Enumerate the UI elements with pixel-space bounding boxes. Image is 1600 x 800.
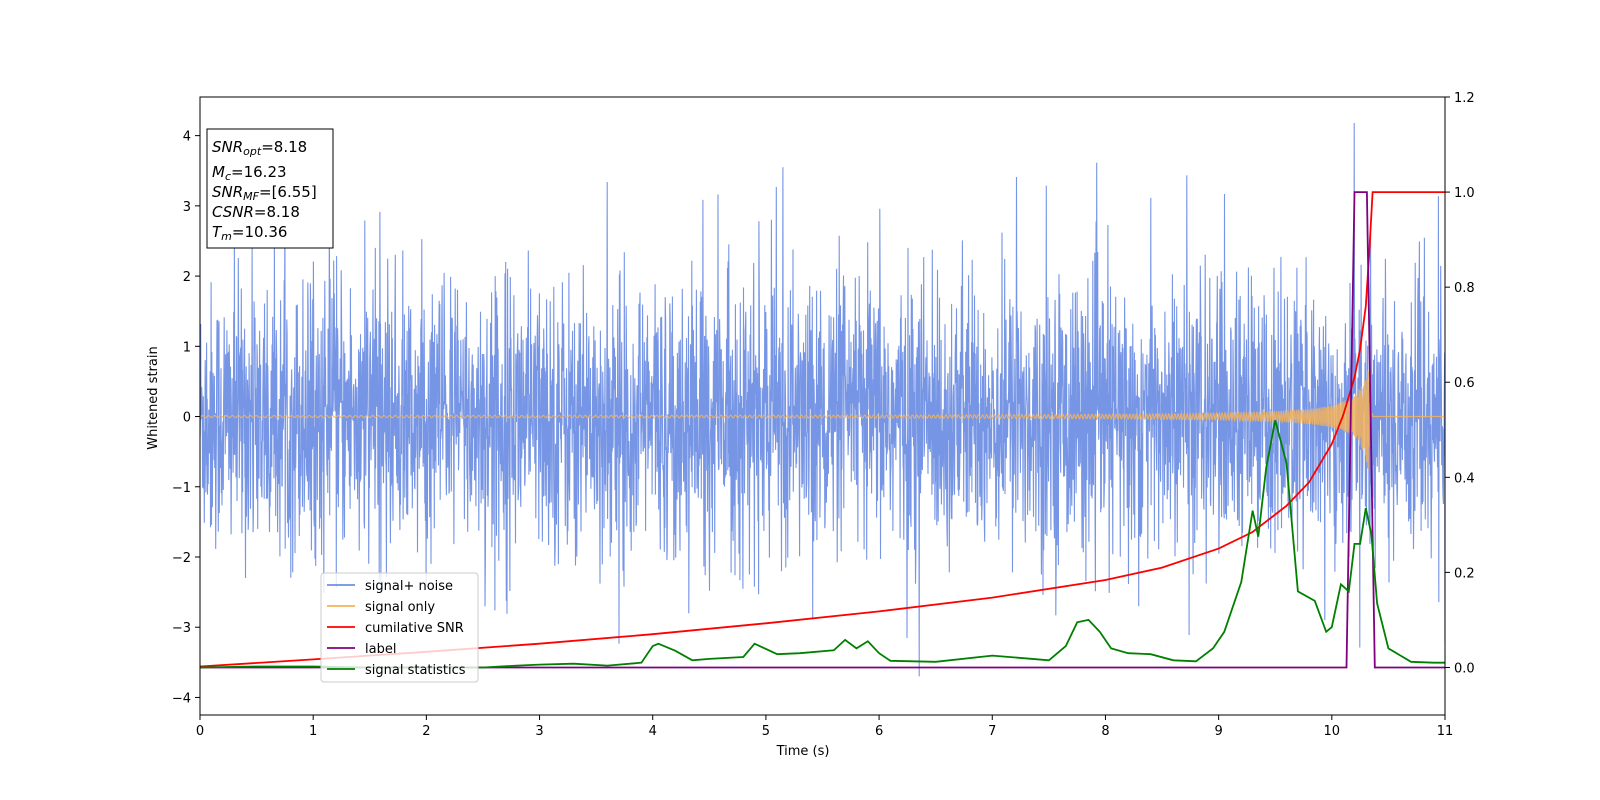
x-tick-label: 10	[1324, 724, 1341, 739]
y-tick-label: −2	[172, 551, 191, 566]
y2-tick-label: 0.8	[1454, 281, 1475, 296]
x-axis-label: Time (s)	[776, 744, 830, 759]
stat-snr-opt: SNRopt=8.18	[212, 138, 307, 158]
y-tick-label: 3	[183, 200, 191, 215]
y2-tick-label: 0.4	[1454, 471, 1475, 486]
plot-frame	[199, 96, 1446, 716]
y2-tick-label: 1.0	[1454, 186, 1475, 201]
y-tick-label: 1	[183, 340, 191, 355]
stats-box-frame	[206, 128, 334, 249]
x-tick-label: 1	[309, 724, 317, 739]
legend-label: signal only	[365, 600, 435, 615]
x-tick-label: 8	[1101, 724, 1109, 739]
y-tick-label: −3	[172, 621, 191, 636]
plot-area	[200, 122, 1445, 677]
series-signal-statistics-line	[200, 420, 1445, 669]
y-axis-label: Whitened strain	[146, 346, 161, 449]
x-tick-label: 5	[762, 724, 770, 739]
series-cumulative-snr-line	[200, 191, 1445, 668]
y-tick-label: 4	[183, 130, 191, 145]
y2-tick-label: 0.6	[1454, 376, 1475, 391]
legend-label: signal+ noise	[365, 579, 453, 594]
axes: 0 1 2 3 4 5 6 7 8 9 10 11 −4 −3 −2 −1 0 1 2 3 4 0.0 0.2 0.4 0.6 0…	[172, 91, 1475, 739]
stat-csnr: CSNR=8.18	[212, 203, 300, 221]
x-tick-label: 6	[875, 724, 883, 739]
y2-tick-label: 1.2	[1454, 91, 1475, 106]
x-tick-label: 0	[196, 724, 204, 739]
x-tick-label: 11	[1437, 724, 1454, 739]
y2-tick-label: 0.0	[1454, 661, 1475, 676]
x-tick-label: 7	[988, 724, 996, 739]
y-tick-label: 0	[183, 411, 191, 426]
legend-label: signal statistics	[365, 663, 466, 678]
y2-tick-label: 0.2	[1454, 566, 1475, 581]
series-label-line	[200, 191, 1445, 669]
x-tick-label: 3	[535, 724, 543, 739]
legend-frame	[320, 572, 479, 683]
stat-snr-mf: SNRMF=[6.55]	[212, 183, 317, 203]
plot-series-group	[200, 122, 1445, 677]
legend-label: label	[365, 642, 396, 657]
x-tick-label: 4	[649, 724, 657, 739]
stat-tm: Tm=10.36	[212, 223, 287, 243]
y-tick-label: −4	[172, 691, 191, 706]
series-signal-only-line	[200, 370, 1445, 470]
series-signal-noise-line	[200, 122, 1445, 677]
stats-box: SNRopt=8.18 Mc=16.23SNRMF=[6.55]CSNR=8.18…	[206, 128, 334, 249]
legend-label: cumilative SNR	[365, 621, 464, 636]
x-tick-label: 2	[422, 724, 430, 739]
y-tick-label: 2	[183, 270, 191, 285]
x-tick-label: 9	[1214, 724, 1222, 739]
stat-mc: Mc=16.23	[212, 163, 287, 183]
legend: signal+ noise signal only cumilative SNR la…	[320, 572, 479, 683]
y-tick-label: −1	[172, 481, 191, 496]
